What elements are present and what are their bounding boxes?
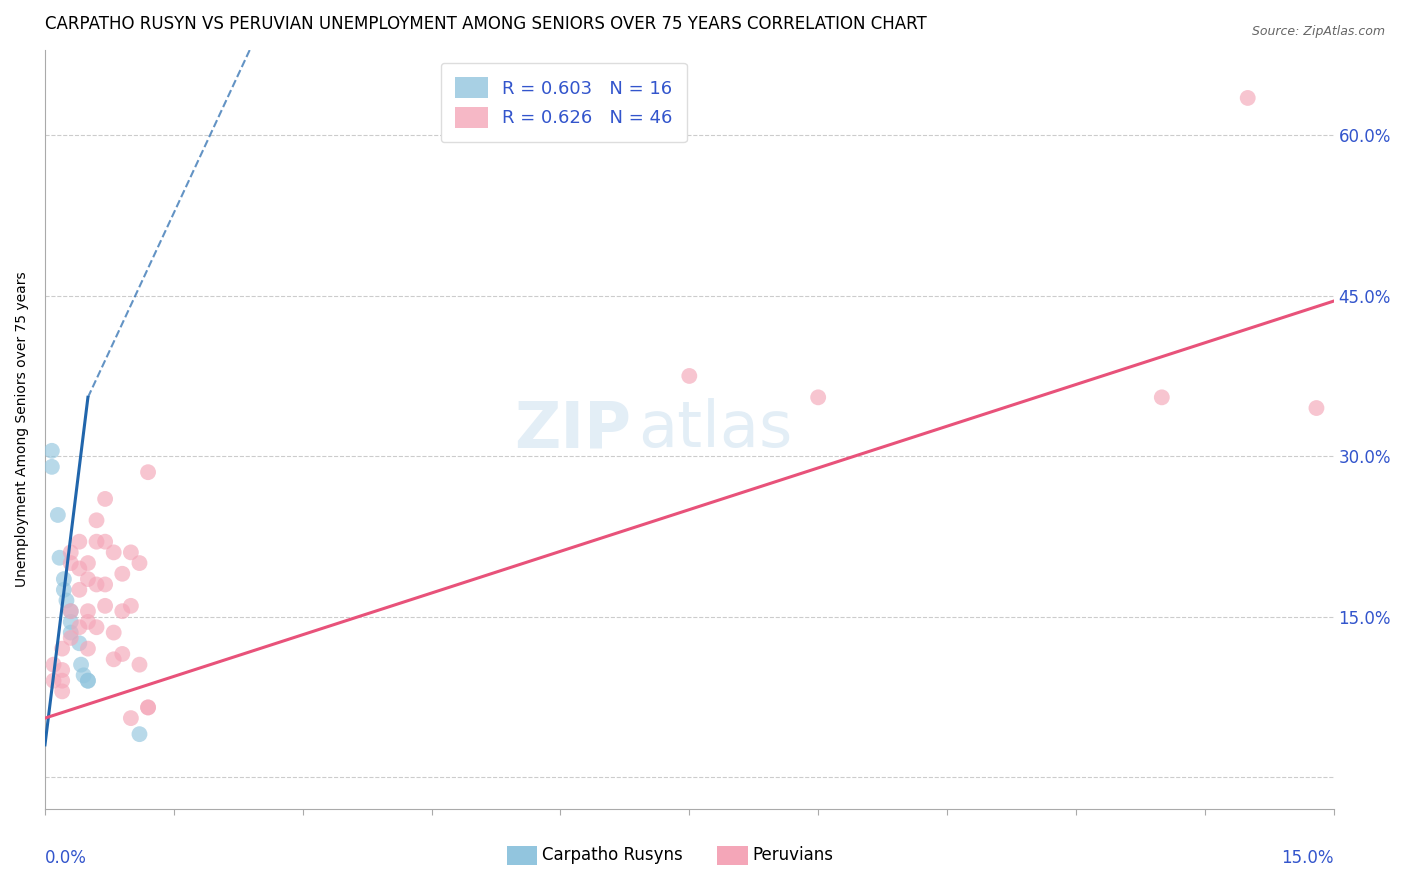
Point — [41, 443, 63, 458]
Point — [86, 577, 108, 591]
Legend: R = 0.603   N = 16, R = 0.626   N = 46: R = 0.603 N = 16, R = 0.626 N = 46 — [440, 62, 686, 143]
Point — [67, 620, 90, 634]
Point — [111, 566, 134, 581]
Point — [67, 534, 90, 549]
Point — [51, 673, 73, 688]
Point — [1305, 401, 1327, 415]
Point — [51, 641, 73, 656]
Point — [120, 545, 142, 559]
Point — [52, 572, 75, 586]
Point — [807, 390, 830, 404]
Point — [42, 657, 65, 672]
Point — [59, 615, 82, 629]
Point — [136, 700, 159, 714]
Point — [103, 545, 125, 559]
Text: Peruvians: Peruvians — [752, 847, 834, 864]
Point — [128, 727, 150, 741]
Point — [120, 599, 142, 613]
Point — [59, 604, 82, 618]
Point — [94, 491, 117, 506]
Point — [678, 368, 700, 383]
Point — [59, 604, 82, 618]
Point — [48, 550, 70, 565]
Point — [1150, 390, 1173, 404]
Point — [128, 556, 150, 570]
Point — [67, 561, 90, 575]
Point — [59, 625, 82, 640]
Y-axis label: Unemployment Among Seniors over 75 years: Unemployment Among Seniors over 75 years — [15, 271, 30, 587]
Text: Source: ZipAtlas.com: Source: ZipAtlas.com — [1251, 25, 1385, 38]
Point — [77, 673, 100, 688]
Point — [77, 673, 100, 688]
Point — [86, 620, 108, 634]
Point — [51, 663, 73, 677]
Text: CARPATHO RUSYN VS PERUVIAN UNEMPLOYMENT AMONG SENIORS OVER 75 YEARS CORRELATION : CARPATHO RUSYN VS PERUVIAN UNEMPLOYMENT … — [45, 15, 927, 33]
Point — [136, 465, 159, 479]
Point — [59, 545, 82, 559]
Text: atlas: atlas — [638, 399, 792, 460]
Point — [86, 513, 108, 527]
Point — [67, 636, 90, 650]
Text: Carpatho Rusyns: Carpatho Rusyns — [541, 847, 682, 864]
Point — [70, 657, 93, 672]
Point — [103, 652, 125, 666]
Point — [46, 508, 69, 522]
Point — [120, 711, 142, 725]
Point — [103, 625, 125, 640]
Point — [51, 684, 73, 698]
Point — [136, 700, 159, 714]
Text: 0.0%: 0.0% — [45, 849, 87, 867]
Text: 15.0%: 15.0% — [1281, 849, 1334, 867]
Point — [59, 631, 82, 645]
Point — [41, 459, 63, 474]
Point — [94, 577, 117, 591]
Point — [86, 534, 108, 549]
Point — [111, 647, 134, 661]
Point — [94, 534, 117, 549]
Text: ZIP: ZIP — [515, 399, 631, 460]
Point — [77, 572, 100, 586]
Point — [94, 599, 117, 613]
Point — [52, 582, 75, 597]
Point — [77, 604, 100, 618]
Point — [77, 615, 100, 629]
Point — [77, 641, 100, 656]
Point — [77, 556, 100, 570]
Point — [128, 657, 150, 672]
Point — [59, 556, 82, 570]
Point — [67, 582, 90, 597]
Point — [55, 593, 77, 607]
Point — [72, 668, 94, 682]
Point — [111, 604, 134, 618]
Point — [42, 673, 65, 688]
Point — [1236, 91, 1258, 105]
